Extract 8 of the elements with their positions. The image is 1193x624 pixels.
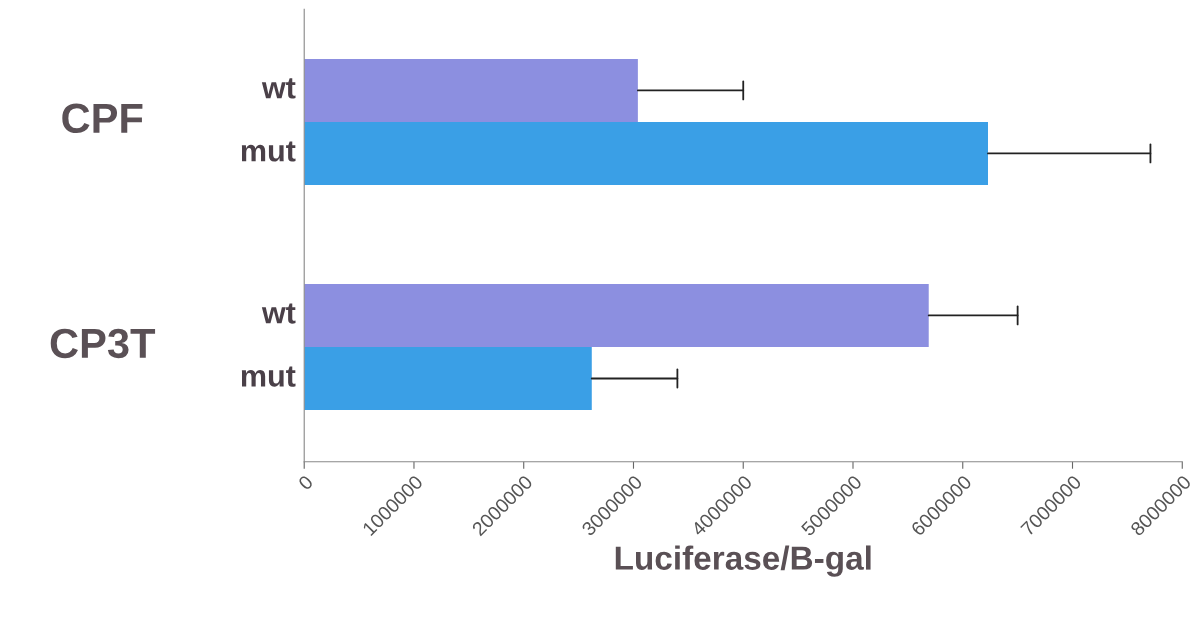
series-label: wt (261, 78, 296, 99)
y-tick-label: CPF (62, 103, 143, 134)
text: wt (261, 303, 296, 324)
text: mut (241, 366, 296, 387)
y-tick-label: CP3T (50, 328, 156, 359)
x-axis-title: Luciferase/B-gal (615, 545, 871, 577)
x-tick-label: 0 (297, 474, 314, 491)
series-label: mut (241, 141, 296, 162)
